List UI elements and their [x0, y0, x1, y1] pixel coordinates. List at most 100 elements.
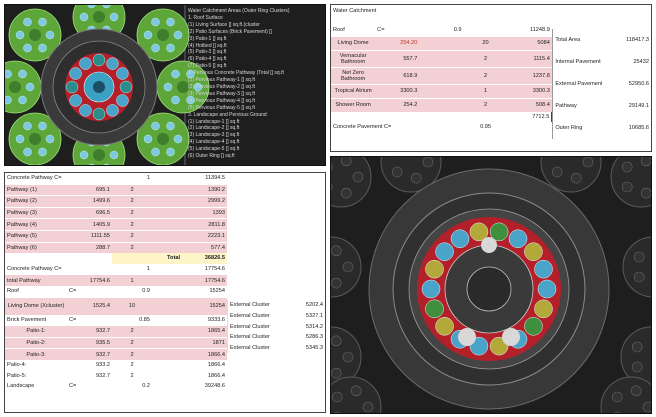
external-value: 5286.3 — [305, 334, 323, 341]
pathway-row-v3: 577.4 — [182, 241, 227, 254]
summary-row[interactable]: External Pavement 52950.6 — [553, 73, 651, 95]
pathway-row[interactable]: Pathway (5) 1111.55 2 2223.1 — [5, 229, 227, 243]
total-row[interactable]: Total 36826.5 — [5, 253, 227, 264]
patio-row[interactable]: Patio-2: 935.5 2 1871 — [5, 336, 227, 349]
total-pathway-row[interactable]: total Pathway 17754.6 1 17754.6 — [5, 274, 227, 286]
patio-row[interactable]: Patio-3: 932.7 2 1866.4 — [5, 348, 227, 360]
row-label: Living Dome — [331, 35, 376, 51]
pathway-row-v3: 1390.2 — [182, 183, 227, 196]
external-row[interactable]: External Cluster 5345.3 — [227, 342, 326, 354]
outer-cluster — [610, 157, 651, 208]
legend-item-text: (2) Pervious Pathway-2 [] sq.ft — [188, 83, 255, 90]
pathway-row-v2: 2 — [112, 183, 152, 196]
catchment-row[interactable]: Living Dome 254.20 20 5084 — [331, 35, 552, 51]
pathway-row[interactable]: Pathway (6) 288.7 2 577.4 — [5, 241, 227, 254]
landscape-c: C= — [69, 383, 77, 390]
patio-row-v2: 2 — [112, 336, 152, 349]
external-row[interactable]: External Cluster 5286.3 — [227, 331, 326, 343]
total-label: Total — [112, 253, 182, 264]
patio-row-v3: 1871 — [182, 336, 227, 349]
outer-cluster — [331, 326, 362, 388]
pathway-row[interactable]: Pathway (2) 1499.6 2 2999.2 — [5, 195, 227, 208]
row-label: Tropical Atrium — [331, 83, 376, 99]
patio-row-v2: 2 — [112, 325, 152, 338]
summary-label: External Pavement — [555, 81, 603, 87]
legend-item-text: (2) Patio Surfaces (Brick Pavement) [] — [188, 28, 272, 35]
catchment-row[interactable]: Net Zero Bathroom 618.9 2 1237.8 — [331, 66, 552, 85]
external-row[interactable]: External Cluster 5327.1 — [227, 310, 326, 322]
concrete2-row[interactable]: Concrete Pathway C= 1 17754.6 — [5, 264, 227, 275]
concrete-row[interactable]: Concrete Pathway C= 1 11394.5 — [5, 173, 227, 184]
patio-row-v2: 2 — [130, 362, 134, 369]
pathway-row-v2: 2 — [112, 195, 152, 208]
concrete-row-total: 11394.5 — [205, 175, 225, 182]
outer-cluster — [8, 112, 62, 165]
summary-row[interactable]: Outer Ring 10685.6 — [553, 117, 651, 139]
site-plan-drawing — [5, 5, 210, 165]
dome-row-v1: 1525.4 — [67, 296, 112, 315]
legend-item: (1) Landscape-1 [] sq.ft — [188, 119, 324, 126]
roof-row[interactable]: Roof C= 0.9 15254 — [5, 286, 227, 297]
catchment-row[interactable]: Tropical Atrium 3300.3 1 3300.3 — [331, 83, 552, 99]
external-label: External Cluster — [227, 331, 277, 343]
row-area: 254.20 — [375, 35, 420, 51]
summary-row[interactable]: Internal Pavement 25432 — [553, 51, 651, 73]
patio-row[interactable]: Patio-4: 933.2 2 1866.4 — [5, 360, 227, 371]
summary-label: Internal Pavement — [555, 59, 601, 65]
pathway-row-v1: 1499.6 — [67, 195, 112, 208]
pathway-row-label: Pathway (2) — [5, 195, 67, 208]
pathway-row-v2: 2 — [112, 218, 152, 231]
catchment-row[interactable]: Vernacular Bathroom 557.7 2 1115.4 — [331, 49, 552, 68]
outer-cluster — [136, 8, 190, 62]
cad-site-plan-overview[interactable]: Water Catchment Areas (Outer Ring Cluste… — [4, 4, 326, 166]
pathway-row[interactable]: Pathway (1) 695.1 2 1390.2 — [5, 183, 227, 196]
patio-row-v1: 932.7 — [67, 325, 112, 338]
pathway-row[interactable]: Pathway (3) 696.5 2 1393 — [5, 206, 227, 219]
cad-zoomed-core[interactable] — [330, 156, 652, 414]
roof-coef: 0.9 — [142, 288, 150, 295]
row-label: Vernacular Bathroom — [331, 49, 376, 68]
summary-row[interactable]: Total Area 118417.3 — [553, 29, 651, 51]
external-row[interactable]: External Cluster 5202.4 — [227, 300, 326, 311]
patio-row[interactable]: Patio-5: 932.7 2 1866.4 — [5, 371, 227, 382]
patio-row[interactable]: Patio-1: 932.7 2 1865.4 — [5, 325, 227, 338]
summary-row[interactable]: Pathway 29149.1 — [553, 95, 651, 117]
row-label: Shower Room — [331, 97, 376, 112]
legend-item: (7) Patio-5 [] sq.ft — [188, 63, 324, 70]
subtotal: 7712.5 — [507, 111, 553, 123]
external-value: 5202.4 — [305, 302, 323, 309]
legend-item: (3) Landscape-3 [] sq.ft — [188, 132, 324, 139]
summary-value: 10685.6 — [628, 125, 649, 131]
roof-c: C= — [69, 288, 77, 295]
catchment-row[interactable]: Shower Room 254.2 2 508.4 — [331, 97, 552, 112]
legend-item: (4) Pervious Pathway-4 [] sq.ft — [188, 98, 324, 105]
external-row[interactable]: External Cluster 5314.2 — [227, 321, 326, 332]
roof-row[interactable]: Roof C= 0.9 11248.9 — [331, 25, 552, 36]
pathway-row-v1: 288.7 — [67, 241, 112, 254]
legend-item-text: 3. Landscape and Pervious Ground — [188, 111, 267, 118]
pathway-row[interactable]: Pathway (4) 1405.9 2 2811.8 — [5, 218, 227, 231]
outer-cluster — [331, 236, 362, 298]
concrete-row[interactable]: Concrete Pavement C= 0.95 — [331, 122, 552, 133]
legend-item: 3. Landscape and Pervious Ground — [188, 112, 324, 119]
legend-item-text: (3) Pervious Pathway-3 [] sq.ft — [188, 90, 255, 97]
outer-cluster — [622, 236, 651, 298]
row-area: 254.2 — [375, 97, 420, 112]
patio-row-label: Patio-5: — [7, 372, 27, 379]
water-catchment-sheet[interactable]: Water Catchment Roof C= 0.9 11248.9 Livi… — [330, 4, 652, 152]
roof-c: C= — [377, 27, 385, 34]
brick-coef: 0.85 — [139, 316, 150, 323]
total-value: 36826.5 — [182, 253, 227, 264]
landscape-coef: 0.2 — [142, 383, 150, 390]
dome-row-v2: 10 — [112, 296, 152, 315]
brick-row[interactable]: Brick Pavement C= 0.85 9333.6 — [5, 315, 227, 326]
pathway-catchment-sheet[interactable]: Concrete Pathway C= 1 11394.5 Pathway (1) 69… — [4, 172, 326, 413]
landscape-row[interactable]: Landscape C= 0.2 39248.6 — [5, 381, 227, 392]
concrete-label: Concrete Pavement C= — [333, 124, 392, 131]
dome-row[interactable]: Living Dome (Xcluster) 1525.4 10 15254 — [5, 296, 227, 315]
row-count: 2 — [463, 66, 508, 85]
row-count: 2 — [463, 49, 508, 68]
legend-item-text: (5) Landscape-5 [] sq.ft — [188, 146, 240, 153]
pathway-row-v3: 2223.1 — [182, 229, 227, 243]
outer-cluster — [331, 376, 382, 413]
